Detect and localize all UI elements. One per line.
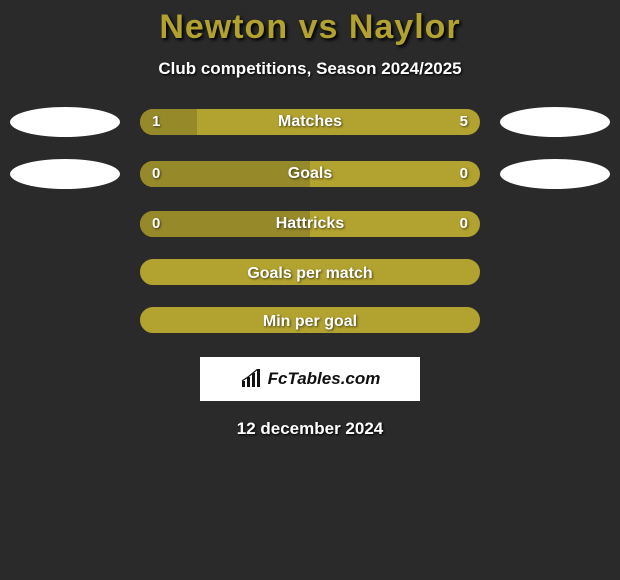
left-ellipse-slot [5, 159, 125, 189]
left-ellipse-slot [5, 107, 125, 137]
player-b-ellipse [500, 107, 610, 137]
stat-label: Min per goal [142, 309, 478, 335]
right-ellipse-slot [495, 107, 615, 137]
stat-row: 15Matches [0, 107, 620, 137]
comparison-card: Newton vs Naylor Club competitions, Seas… [0, 0, 620, 439]
player-a-ellipse [10, 159, 120, 189]
stat-label: Goals per match [142, 261, 478, 287]
stats-rows: 15Matches 00Goals 00Hattricks Goals per mat… [0, 107, 620, 333]
stat-bar: 15Matches [140, 109, 480, 135]
stat-label: Hattricks [140, 211, 480, 237]
date-label: 12 december 2024 [237, 419, 384, 439]
stat-bar-empty: Min per goal [140, 307, 480, 333]
stat-bar-empty: Goals per match [140, 259, 480, 285]
player-b-name: Naylor [349, 8, 461, 46]
stat-label: Goals [140, 161, 480, 187]
vs-label: vs [299, 8, 339, 46]
subtitle: Club competitions, Season 2024/2025 [158, 59, 461, 79]
stat-bar: 00Goals [140, 161, 480, 187]
stat-label: Matches [140, 109, 480, 135]
player-b-ellipse [500, 159, 610, 189]
right-ellipse-slot [495, 159, 615, 189]
source-logo-text: FcTables.com [268, 369, 381, 389]
player-a-name: Newton [159, 8, 288, 46]
bar-chart-icon [240, 369, 262, 389]
stat-bar: 00Hattricks [140, 211, 480, 237]
stat-row: 00Hattricks [0, 211, 620, 237]
stat-row: Min per goal [0, 307, 620, 333]
stat-row: Goals per match [0, 259, 620, 285]
source-logo: FcTables.com [200, 357, 420, 401]
stat-row: 00Goals [0, 159, 620, 189]
page-title: Newton vs Naylor [159, 8, 460, 47]
player-a-ellipse [10, 107, 120, 137]
